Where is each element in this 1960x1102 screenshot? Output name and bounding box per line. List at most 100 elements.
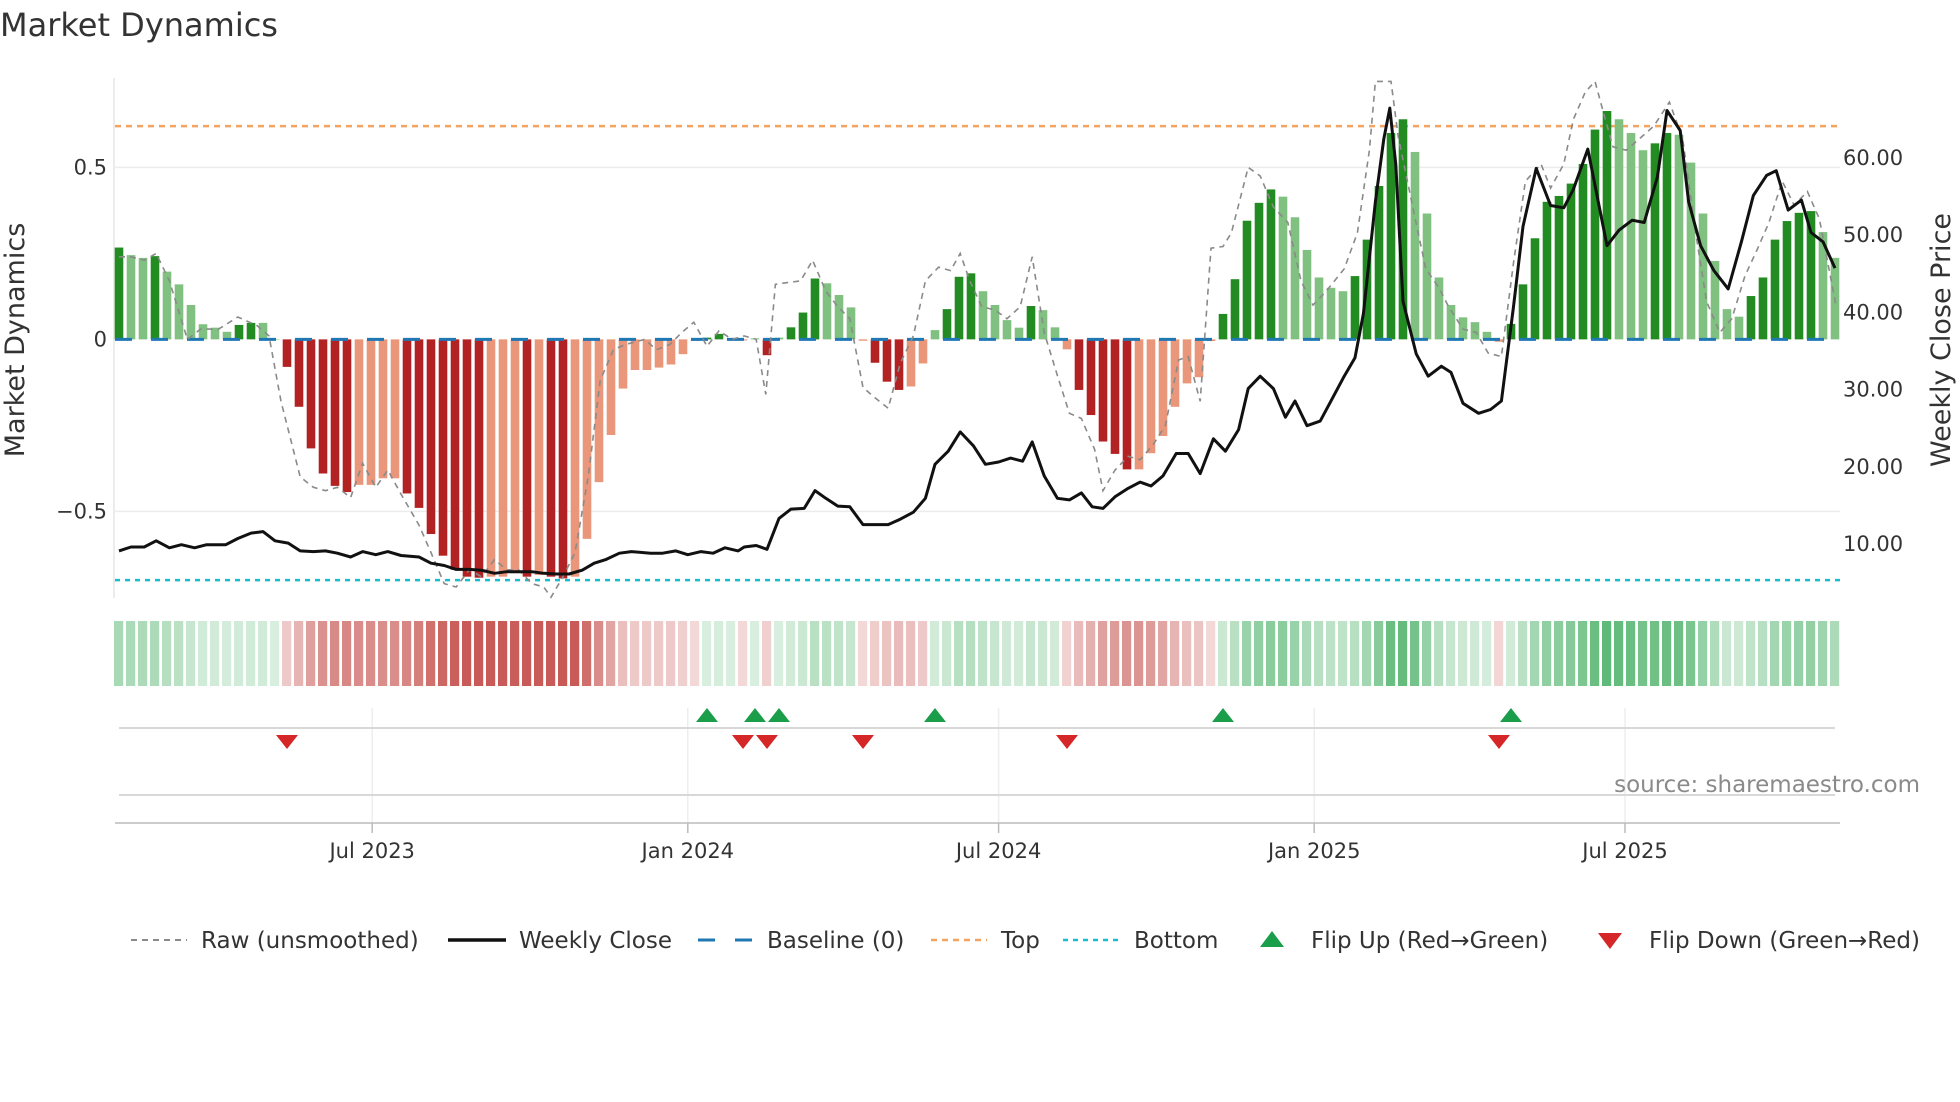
regime-strip-cell [1542, 621, 1552, 686]
regime-strip-cell [1494, 621, 1504, 686]
dynamics-bar [882, 339, 892, 382]
regime-strip-cell [1662, 621, 1672, 686]
flip-up-marker [744, 708, 766, 722]
dynamics-bar [1530, 238, 1540, 340]
regime-strip-cell [414, 621, 424, 686]
regime-strip-cell [1122, 621, 1132, 686]
dynamics-bar [342, 339, 352, 493]
regime-strip-cell [714, 621, 724, 686]
flip-up-marker [1212, 708, 1234, 722]
dynamics-bar [1818, 232, 1828, 340]
right-tick-label: 60.00 [1843, 146, 1903, 170]
dynamics-bar [498, 339, 508, 577]
regime-strip-cell [1722, 621, 1732, 686]
regime-strip-cell [594, 621, 604, 686]
dynamics-bar [246, 322, 256, 340]
regime-strip-cell [318, 621, 328, 686]
dynamics-bar [210, 327, 220, 340]
regime-strip-cell [978, 621, 988, 686]
regime-strip-cell [1626, 621, 1636, 686]
left-tick-label: 0 [94, 327, 107, 351]
legend-item-raw: Raw (unsmoothed) [131, 928, 419, 954]
regime-strip-cell [654, 621, 664, 686]
regime-strip-cell [882, 621, 892, 686]
flip-down-marker [1056, 735, 1078, 749]
flip-up-marker [696, 708, 718, 722]
regime-strip-cell [1746, 621, 1756, 686]
regime-strip-cell [1314, 621, 1324, 686]
flip-down-icon [1598, 933, 1622, 949]
regime-strip-cell [1110, 621, 1120, 686]
dynamics-bar [630, 339, 640, 370]
dynamics-bar [1122, 339, 1132, 470]
regime-strip-cell [1602, 621, 1612, 686]
dynamics-bar [1086, 339, 1096, 416]
regime-strip-cell [798, 621, 808, 686]
dynamics-bar [1806, 211, 1816, 340]
regime-strip-cell [450, 621, 460, 686]
regime-strip-cell [1386, 621, 1396, 686]
regime-strip-cell [1506, 621, 1516, 686]
legend-item-close: Weekly Close [448, 928, 672, 954]
dynamics-bar [666, 339, 676, 365]
regime-strip-cell [1698, 621, 1708, 686]
dynamics-bar [294, 339, 304, 407]
regime-strip-cell [138, 621, 148, 686]
regime-strip-cell [834, 621, 844, 686]
dynamics-bar [1590, 129, 1600, 340]
left-axis-label: Market Dynamics [0, 223, 31, 458]
dynamics-bar [438, 339, 448, 556]
regime-strip-cell [1686, 621, 1696, 686]
flip-up-marker [768, 708, 790, 722]
regime-strip-cell [774, 621, 784, 686]
dynamics-bar [1650, 143, 1660, 340]
regime-strip-cell [222, 621, 232, 686]
dynamics-bar [390, 339, 400, 479]
regime-strip-cell [1002, 621, 1012, 686]
dynamics-bar [954, 276, 964, 340]
left-tick-label: 0.5 [74, 155, 107, 179]
regime-strip-cell [174, 621, 184, 686]
dynamics-bar [1602, 111, 1612, 340]
legend-label: Weekly Close [519, 928, 672, 954]
regime-strip-cell [1554, 621, 1564, 686]
regime-strip-cell [402, 621, 412, 686]
dynamics-bar [1518, 284, 1528, 340]
regime-strip-cell [1566, 621, 1576, 686]
regime-strip-cell [1782, 621, 1792, 686]
regime-strip-cell [354, 621, 364, 686]
dynamics-bar [642, 339, 652, 370]
dynamics-bar [1722, 309, 1732, 340]
dynamics-bar [786, 327, 796, 340]
regime-strip-cell [1374, 621, 1384, 686]
regime-strip-cell [606, 621, 616, 686]
regime-strip-cell [942, 621, 952, 686]
dynamics-bar [234, 324, 244, 340]
regime-strip-cell [1194, 621, 1204, 686]
flip-up-marker [924, 708, 946, 722]
dynamics-bar [606, 339, 616, 435]
regime-strip-cell [966, 621, 976, 686]
dynamics-bar [594, 339, 604, 483]
regime-strip-cell [1770, 621, 1780, 686]
regime-strip-cell [1806, 621, 1816, 686]
dynamics-bar [1266, 189, 1276, 340]
x-tick-label: Jul 2024 [954, 839, 1041, 863]
dynamics-bar [1350, 276, 1360, 340]
dynamics-bar [1254, 202, 1264, 340]
regime-strip-cell [822, 621, 832, 686]
regime-strip-cell [1734, 621, 1744, 686]
regime-strip-cell [1278, 621, 1288, 686]
dynamics-bar [654, 339, 664, 368]
dynamics-bar [618, 339, 628, 389]
dynamics-bar [858, 339, 868, 341]
dynamics-bar [330, 339, 340, 486]
regime-strip-cell [1026, 621, 1036, 686]
regime-strip-cell [570, 621, 580, 686]
regime-strip-cell [1014, 621, 1024, 686]
regime-strip-cell [162, 621, 172, 686]
chart-title: Market Dynamics [0, 6, 278, 44]
dynamics-bar [1098, 339, 1108, 442]
regime-strip-cell [1362, 621, 1372, 686]
